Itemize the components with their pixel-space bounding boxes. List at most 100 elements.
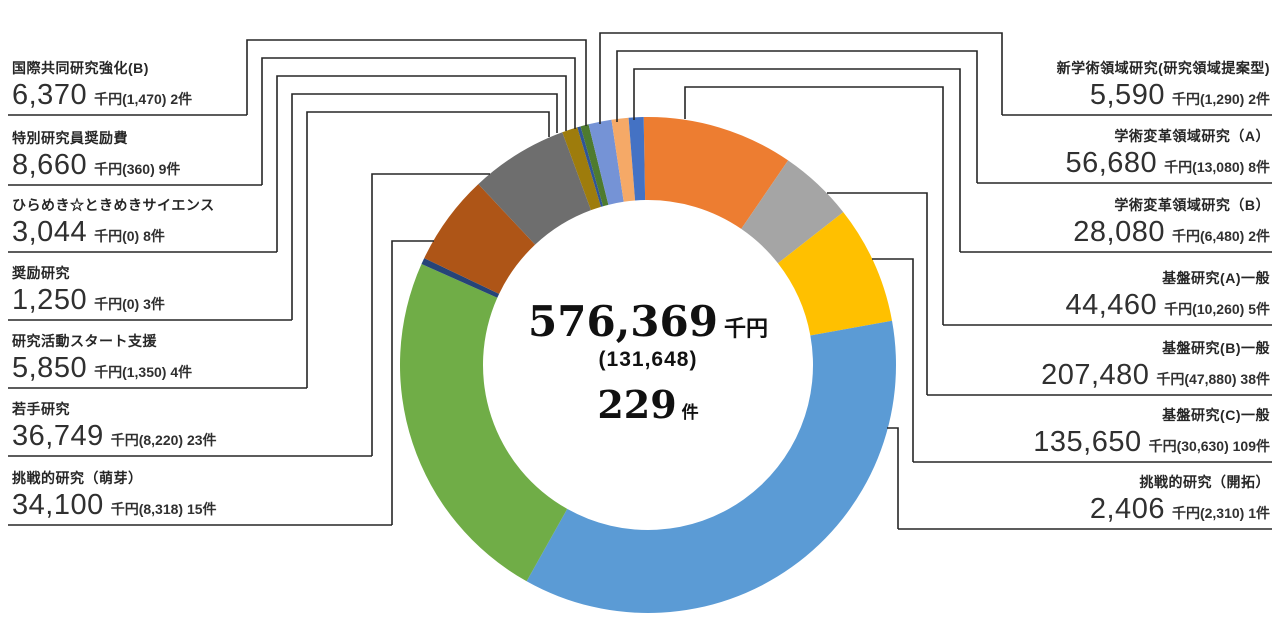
leader-line [261, 57, 576, 185]
category-amount-suffix: 千円(2,310) 1件 [1171, 505, 1270, 521]
donut-segment-8 [562, 127, 601, 211]
leader-line [616, 50, 978, 183]
category-value-line: 5,590 千円(1,290) 2件 [1057, 77, 1270, 118]
category-amount-suffix: 千円(1,470) 2件 [94, 91, 193, 107]
category-amount: 36,749 [12, 420, 104, 452]
category-amount-suffix: 千円(1,350) 4件 [94, 364, 193, 380]
category-amount: 2,406 [1089, 493, 1165, 525]
category-amount: 44,460 [1065, 289, 1158, 321]
leader-line [872, 258, 914, 462]
total-count-value: 229 [597, 382, 677, 427]
indirect-total: (131,648) [598, 348, 698, 371]
leader-line [246, 39, 587, 126]
category-amount-suffix: 千円(10,260) 5件 [1164, 301, 1270, 317]
leader-line [633, 68, 961, 252]
category-name: 若手研究 [12, 401, 70, 417]
donut-center-totals: 576,369 千円 (131,648) 229 件 [483, 297, 813, 427]
category-value-line: 5,850 千円(1,350) 4件 [12, 350, 192, 391]
donut-segment-11 [588, 119, 624, 205]
category-label-left-3: 奨励研究 1,250 千円(0) 3件 [12, 264, 165, 323]
donut-segment-10 [580, 124, 609, 207]
category-value-line: 56,680 千円(13,080) 8件 [1065, 145, 1270, 186]
category-amount-suffix: 千円(0) 3件 [94, 296, 165, 312]
category-value-line: 207,480 千円(47,880) 38件 [1041, 357, 1270, 398]
leader-line [306, 111, 550, 388]
donut-segment-6 [424, 184, 536, 294]
total-count: 229 件 [483, 382, 813, 427]
category-amount: 34,100 [12, 489, 104, 521]
category-name: ひらめき☆ときめきサイエンス [12, 197, 215, 213]
category-label-left-1: 特別研究員奨励費 8,660 千円(360) 9件 [12, 129, 180, 188]
leader-line [371, 173, 490, 456]
category-amount: 8,660 [12, 149, 88, 181]
category-name: 基盤研究(C)一般 [1162, 407, 1270, 423]
category-label-left-6: 挑戦的研究（萌芽） 34,100 千円(8,318) 15件 [12, 469, 217, 528]
category-name: 特別研究員奨励費 [12, 130, 128, 146]
total-amount: 576,369 千円 [483, 297, 813, 346]
category-name: 奨励研究 [12, 265, 70, 281]
category-label-right-1: 学術変革領域研究（A） 56,680 千円(13,080) 8件 [1065, 127, 1270, 186]
donut-segment-9 [577, 126, 604, 207]
category-label-left-2: ひらめき☆ときめきサイエンス 3,044 千円(0) 8件 [12, 196, 215, 255]
category-value-line: 44,460 千円(10,260) 5件 [1065, 287, 1270, 328]
category-amount: 28,080 [1073, 216, 1165, 248]
category-label-right-4: 基盤研究(B)一般 207,480 千円(47,880) 38件 [1041, 339, 1270, 398]
category-label-right-3: 基盤研究(A)一般 44,460 千円(10,260) 5件 [1065, 269, 1270, 328]
donut-segment-13 [628, 117, 646, 201]
category-label-right-0: 新学術領域研究(研究領域提案型) 5,590 千円(1,290) 2件 [1057, 59, 1270, 118]
category-value-line: 36,749 千円(8,220) 23件 [12, 418, 217, 459]
category-value-line: 2,406 千円(2,310) 1件 [1090, 491, 1270, 532]
category-value-line: 1,250 千円(0) 3件 [12, 282, 165, 323]
category-amount-suffix: 千円(1,290) 2件 [1171, 91, 1270, 107]
leader-line [391, 240, 434, 525]
category-amount: 5,590 [1089, 79, 1165, 111]
category-amount-suffix: 千円(6,480) 2件 [1171, 228, 1270, 244]
donut-segment-4 [399, 264, 568, 582]
category-value-line: 135,650 千円(30,630) 109件 [1033, 424, 1270, 465]
category-label-right-2: 学術変革領域研究（B） 28,080 千円(6,480) 2件 [1073, 196, 1270, 255]
category-amount: 135,650 [1033, 426, 1142, 458]
category-name: 国際共同研究強化(B) [12, 60, 149, 76]
leader-line [887, 427, 899, 529]
category-amount-suffix: 千円(8,220) 23件 [110, 432, 217, 448]
leader-line [291, 93, 558, 320]
category-label-right-6: 挑戦的研究（開拓） 2,406 千円(2,310) 1件 [1090, 473, 1270, 532]
donut-segment-7 [478, 132, 591, 245]
category-amount: 207,480 [1041, 359, 1150, 391]
category-amount: 6,370 [12, 79, 88, 111]
category-amount: 3,044 [12, 216, 88, 248]
leader-line [684, 86, 944, 325]
category-amount-suffix: 千円(47,880) 38件 [1156, 371, 1270, 387]
category-amount: 1,250 [12, 284, 88, 316]
category-value-line: 3,044 千円(0) 8件 [12, 214, 215, 255]
leader-line [276, 75, 567, 252]
donut-segment-0 [643, 117, 789, 229]
category-amount-suffix: 千円(13,080) 8件 [1164, 159, 1270, 175]
category-name: 学術変革領域研究（A） [1114, 128, 1270, 144]
total-amount-unit: 千円 [723, 316, 768, 341]
category-name: 基盤研究(B)一般 [1162, 340, 1270, 356]
leader-line [599, 32, 1003, 124]
category-amount-suffix: 千円(360) 9件 [94, 161, 181, 177]
category-name: 研究活動スタート支援 [12, 333, 157, 349]
category-name: 学術変革領域研究（B） [1114, 197, 1270, 213]
category-name: 挑戦的研究（萌芽） [12, 470, 143, 486]
category-label-left-5: 若手研究 36,749 千円(8,220) 23件 [12, 400, 217, 459]
total-amount-value: 576,369 [528, 297, 718, 346]
category-value-line: 28,080 千円(6,480) 2件 [1073, 214, 1270, 255]
category-name: 挑戦的研究（開拓） [1139, 474, 1270, 490]
category-value-line: 34,100 千円(8,318) 15件 [12, 487, 217, 528]
category-name: 基盤研究(A)一般 [1162, 270, 1270, 286]
leader-line [827, 192, 928, 395]
category-amount: 5,850 [12, 352, 88, 384]
donut-segment-2 [777, 212, 893, 336]
total-count-unit: 件 [681, 403, 699, 422]
category-name: 新学術領域研究(研究領域提案型) [1056, 60, 1270, 76]
category-label-right-5: 基盤研究(C)一般 135,650 千円(30,630) 109件 [1033, 406, 1270, 465]
donut-segment-12 [611, 117, 636, 202]
category-label-left-0: 国際共同研究強化(B) 6,370 千円(1,470) 2件 [12, 59, 192, 118]
category-value-line: 6,370 千円(1,470) 2件 [12, 77, 192, 118]
